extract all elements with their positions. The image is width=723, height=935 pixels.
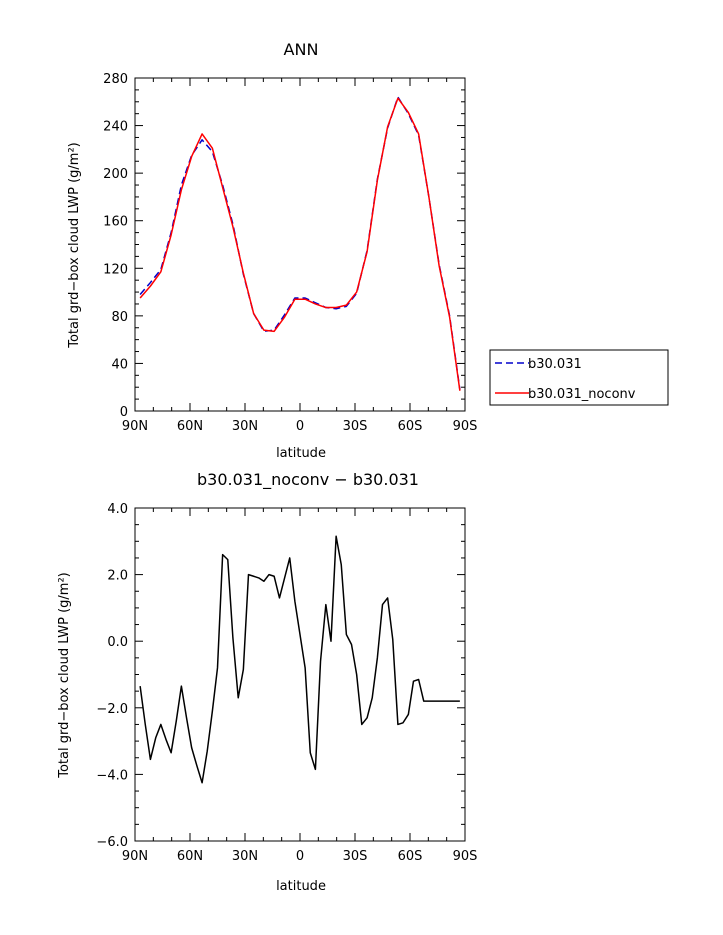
bottom-plot-frame: [134, 507, 466, 842]
top-y-axis-label: Total grd−box cloud LWP (g/m²): [67, 142, 82, 349]
y-tick-label: 0: [120, 405, 128, 420]
y-tick-label: 40: [111, 357, 128, 372]
bottom-series-group: [139, 535, 460, 784]
y-tick-label: 160: [103, 215, 128, 230]
x-tick-label: 0: [296, 419, 304, 434]
legend-label-series-2: b30.031_noconv: [528, 387, 636, 402]
y-tick-label: −4.0: [96, 768, 128, 783]
y-tick-label: 2.0: [107, 569, 128, 584]
x-tick-label: 60S: [398, 419, 423, 434]
x-tick-label: 90S: [453, 419, 478, 434]
y-tick-label: 120: [103, 262, 128, 277]
series-line-1: [139, 96, 461, 390]
y-tick-label: 4.0: [107, 502, 128, 517]
top-chart-title: ANN: [284, 40, 319, 59]
bottom-axis-ticks: 90N 60N 30N 0 30S 60S 90S −6.0 −4.0 −2.0 0.0 2.0 4.0: [96, 502, 477, 864]
x-tick-label: 60N: [177, 849, 203, 864]
y-tick-label: 0.0: [107, 635, 128, 650]
bottom-chart-panel: b30.031_noconv − b30.031 90N 60N 30N 0 30S 60…: [57, 470, 477, 894]
x-tick-label: 60N: [177, 419, 203, 434]
top-series-group: [139, 96, 461, 391]
series-line-2: [139, 97, 461, 391]
x-tick-label: 0: [296, 849, 304, 864]
bottom-x-axis-label: latitude: [276, 879, 326, 894]
x-tick-label: 90N: [122, 419, 148, 434]
x-tick-label: 90S: [453, 849, 478, 864]
top-chart-panel: ANN 90N 60N 30N 0 30S 60S 90S 0 40 80 120 160 200 240…: [67, 40, 669, 461]
y-tick-label: −2.0: [96, 702, 128, 717]
legend: b30.031 b30.031_noconv: [489, 349, 669, 406]
y-tick-label: 80: [111, 310, 128, 325]
legend-box: [489, 349, 669, 406]
series-line-1: [139, 535, 460, 784]
y-tick-label: −6.0: [96, 835, 128, 850]
y-tick-label: 240: [103, 120, 128, 135]
y-tick-label: 200: [103, 167, 128, 182]
x-tick-label: 30S: [343, 419, 368, 434]
bottom-chart-title: b30.031_noconv − b30.031: [197, 470, 419, 490]
y-tick-label: 280: [103, 72, 128, 87]
x-tick-label: 30N: [232, 419, 258, 434]
top-x-axis-label: latitude: [276, 446, 326, 461]
x-tick-label: 60S: [398, 849, 423, 864]
x-tick-label: 90N: [122, 849, 148, 864]
x-tick-label: 30S: [343, 849, 368, 864]
top-axis-ticks: 90N 60N 30N 0 30S 60S 90S 0 40 80 120 160 200 240 280: [103, 72, 477, 434]
x-tick-label: 30N: [232, 849, 258, 864]
legend-label-series-1: b30.031: [528, 357, 582, 372]
bottom-y-axis-label: Total grd−box cloud LWP (g/m²): [57, 572, 72, 779]
